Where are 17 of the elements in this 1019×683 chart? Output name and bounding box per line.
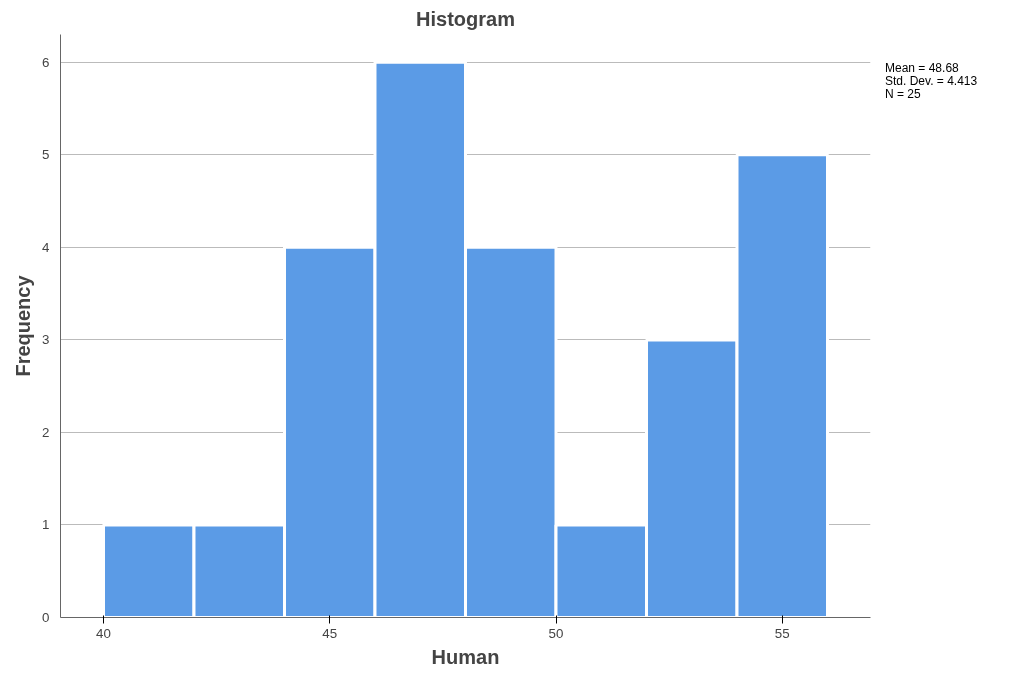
y-axis-title: Frequency: [12, 274, 35, 377]
text: N = 25: [885, 87, 921, 102]
x-tick-label: 40: [96, 625, 111, 641]
x-tick-label: 50: [548, 625, 564, 641]
x-tick-label: 55: [774, 625, 790, 641]
chart-title: Histogram: [416, 7, 515, 30]
y-tick-label: 4: [42, 239, 51, 255]
y-tick-label: 0: [42, 610, 50, 625]
y-tick-label: 2: [42, 424, 50, 440]
x-axis-title: Human: [431, 645, 500, 668]
y-tick-label: 3: [42, 332, 50, 348]
x-tick-label: 45: [322, 625, 338, 641]
y-tick-label: 6: [42, 54, 50, 70]
y-tick-label: 1: [42, 517, 50, 533]
text: Mean = 48.68: [885, 61, 959, 75]
y-tick-label: 5: [42, 147, 50, 163]
text: Std. Dev. = 4.413: [885, 74, 978, 89]
